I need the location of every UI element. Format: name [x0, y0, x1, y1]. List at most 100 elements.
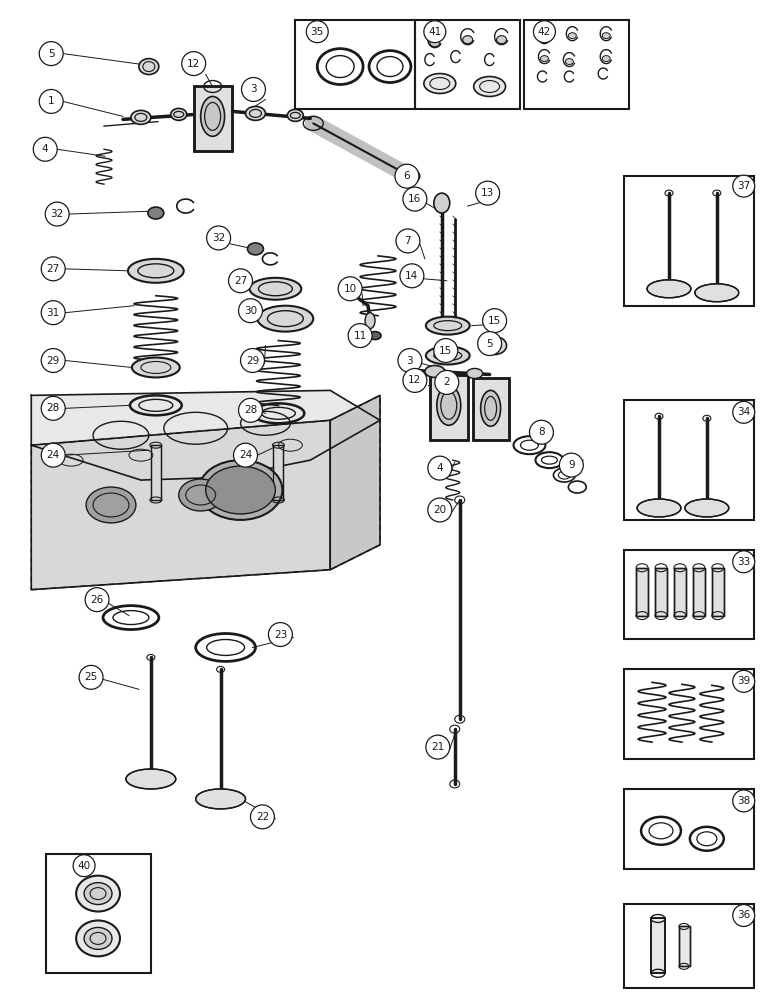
Bar — [624, 400, 753, 520]
Text: 25: 25 — [84, 672, 98, 682]
Circle shape — [241, 349, 265, 372]
Text: 9: 9 — [568, 460, 574, 470]
Text: 11: 11 — [354, 331, 367, 341]
Circle shape — [41, 349, 65, 372]
Circle shape — [33, 137, 57, 161]
Text: 35: 35 — [310, 27, 324, 37]
Circle shape — [733, 551, 755, 573]
Ellipse shape — [128, 259, 184, 283]
Ellipse shape — [462, 36, 472, 44]
Text: 15: 15 — [439, 346, 452, 356]
Ellipse shape — [76, 876, 120, 912]
Ellipse shape — [76, 920, 120, 956]
Ellipse shape — [540, 36, 548, 42]
Text: 37: 37 — [737, 181, 750, 191]
Bar — [712, 568, 724, 616]
Circle shape — [482, 309, 506, 333]
Text: 38: 38 — [737, 796, 750, 806]
Circle shape — [73, 855, 95, 877]
Ellipse shape — [695, 284, 739, 302]
Text: 21: 21 — [432, 742, 445, 752]
Text: 5: 5 — [486, 339, 493, 349]
Circle shape — [733, 790, 755, 812]
Ellipse shape — [430, 39, 440, 47]
Ellipse shape — [245, 106, 266, 120]
Circle shape — [242, 78, 266, 101]
Ellipse shape — [126, 769, 176, 789]
Circle shape — [434, 339, 458, 362]
Circle shape — [79, 665, 103, 689]
Bar — [679, 926, 690, 966]
Ellipse shape — [84, 883, 112, 905]
Ellipse shape — [474, 77, 506, 96]
Ellipse shape — [201, 96, 225, 136]
Circle shape — [239, 398, 262, 422]
Bar — [624, 176, 753, 306]
Text: 31: 31 — [46, 308, 59, 318]
Text: 16: 16 — [408, 194, 422, 204]
Text: 24: 24 — [46, 450, 59, 460]
Bar — [151, 445, 161, 500]
Text: 36: 36 — [737, 910, 750, 920]
Ellipse shape — [287, 109, 303, 121]
Text: 4: 4 — [42, 144, 49, 154]
Circle shape — [229, 269, 252, 293]
Bar — [679, 926, 690, 966]
Text: 42: 42 — [538, 27, 551, 37]
Text: 12: 12 — [187, 59, 200, 69]
Ellipse shape — [258, 306, 313, 332]
Circle shape — [39, 42, 63, 66]
Circle shape — [41, 301, 65, 325]
Text: 28: 28 — [244, 405, 257, 415]
Text: 33: 33 — [737, 557, 750, 567]
Circle shape — [398, 349, 422, 372]
Text: 5: 5 — [48, 49, 55, 59]
Bar — [674, 568, 686, 616]
Ellipse shape — [148, 207, 164, 219]
Polygon shape — [330, 395, 380, 570]
Circle shape — [476, 181, 499, 205]
Circle shape — [269, 623, 293, 646]
Bar — [674, 568, 686, 616]
Circle shape — [396, 229, 420, 253]
Ellipse shape — [426, 347, 469, 364]
Text: 8: 8 — [538, 427, 545, 437]
Text: 12: 12 — [408, 375, 422, 385]
Text: 3: 3 — [250, 84, 257, 94]
Circle shape — [39, 89, 63, 113]
Text: 32: 32 — [212, 233, 225, 243]
Circle shape — [338, 277, 362, 301]
Text: 4: 4 — [436, 463, 443, 473]
Text: 10: 10 — [344, 284, 357, 294]
Ellipse shape — [179, 479, 222, 511]
Ellipse shape — [434, 193, 450, 213]
Bar — [655, 568, 667, 616]
Ellipse shape — [637, 499, 681, 517]
Text: 7: 7 — [405, 236, 411, 246]
Circle shape — [348, 324, 372, 348]
Circle shape — [403, 368, 427, 392]
Ellipse shape — [139, 59, 159, 75]
Text: 3: 3 — [407, 356, 413, 366]
Text: 29: 29 — [46, 356, 59, 366]
Ellipse shape — [198, 460, 283, 520]
Text: 14: 14 — [405, 271, 418, 281]
Circle shape — [41, 443, 65, 467]
Ellipse shape — [86, 487, 136, 523]
Circle shape — [560, 453, 584, 477]
Bar — [296, 20, 415, 109]
Ellipse shape — [248, 243, 263, 255]
Text: 34: 34 — [737, 407, 750, 417]
Ellipse shape — [467, 368, 482, 378]
Circle shape — [733, 905, 755, 926]
Bar — [151, 445, 161, 500]
Circle shape — [181, 52, 205, 76]
Bar — [415, 20, 520, 109]
Ellipse shape — [171, 108, 187, 120]
Ellipse shape — [205, 466, 276, 514]
Text: 24: 24 — [239, 450, 252, 460]
Text: 20: 20 — [433, 505, 446, 515]
Text: 41: 41 — [428, 27, 442, 37]
Ellipse shape — [685, 499, 729, 517]
Ellipse shape — [565, 59, 574, 65]
